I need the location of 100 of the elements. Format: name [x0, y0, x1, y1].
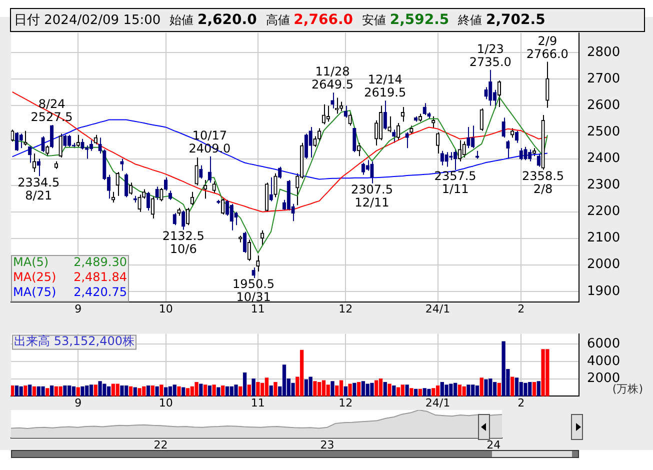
annotation: 2/8	[533, 182, 553, 196]
x-tick-label: 24	[486, 438, 501, 452]
x-tick-label: 24/1	[425, 396, 450, 410]
x-tick-label: 12	[338, 396, 353, 410]
candlestick	[432, 116, 436, 129]
bar	[150, 385, 154, 396]
candlestick	[497, 80, 502, 108]
candlestick	[221, 198, 225, 215]
bar	[182, 387, 186, 396]
bar	[177, 386, 181, 396]
bar	[186, 388, 190, 396]
bar	[274, 382, 278, 396]
candlestick	[80, 138, 84, 150]
candlestick	[348, 112, 352, 126]
annotation: 10/17	[192, 128, 227, 143]
bar	[497, 382, 502, 396]
bar	[264, 378, 269, 396]
candlestick	[330, 92, 334, 109]
bar	[247, 384, 251, 396]
bar	[304, 379, 308, 396]
annotation: 1/11	[442, 182, 469, 196]
bar	[146, 385, 150, 396]
candlestick	[19, 133, 23, 149]
annotation: 2766.0	[526, 46, 568, 61]
candlestick	[396, 122, 400, 141]
y-tick-label: 6000	[587, 336, 620, 352]
bar	[484, 379, 488, 396]
y-tick-label: 1900	[587, 284, 620, 299]
bar	[32, 386, 36, 396]
bar	[50, 385, 54, 396]
bar	[94, 384, 98, 396]
bar	[225, 386, 230, 396]
bar	[238, 386, 242, 396]
bar	[203, 384, 208, 396]
bar	[234, 384, 238, 396]
annotation: 2132.5	[162, 228, 204, 243]
candlestick	[422, 102, 426, 116]
bar	[388, 384, 392, 396]
y-tick-label: 2500	[587, 124, 620, 140]
bar	[361, 381, 366, 396]
candlestick	[58, 133, 62, 158]
candlestick	[138, 194, 142, 212]
y-tick-label: 2700	[587, 72, 620, 87]
bar	[392, 385, 396, 396]
candlestick	[85, 145, 89, 160]
bar	[524, 382, 528, 396]
annotation: 2649.5	[312, 78, 354, 92]
candlestick	[168, 190, 172, 200]
bar	[514, 378, 519, 396]
bar	[24, 385, 28, 396]
candlestick	[278, 166, 282, 180]
bar	[326, 384, 330, 396]
candlestick	[308, 126, 312, 158]
candlestick	[466, 126, 470, 149]
x-tick-label: 10	[158, 396, 173, 410]
x-tick-label: 24/1	[425, 302, 450, 316]
bar	[106, 386, 111, 396]
x-tick-label: 10	[158, 302, 173, 316]
bar	[396, 387, 400, 396]
y-tick-label: 4000	[587, 354, 620, 369]
y-tick-label: 2200	[587, 204, 620, 220]
bar	[111, 384, 116, 396]
candlestick	[256, 255, 260, 272]
candlestick	[480, 108, 484, 132]
x-tick-label: 9	[74, 396, 82, 410]
candlestick	[41, 136, 45, 153]
candlestick	[212, 180, 216, 194]
bar	[510, 376, 514, 396]
candlestick	[274, 172, 278, 198]
candlestick	[14, 132, 19, 152]
x-tick-label: 2	[518, 396, 525, 410]
candlestick	[440, 150, 444, 166]
bar	[269, 385, 273, 396]
bar	[405, 384, 409, 396]
bar	[432, 388, 436, 396]
bar	[212, 384, 216, 396]
candlestick	[488, 69, 492, 106]
bar	[128, 386, 133, 396]
annotation: 11/28	[315, 64, 350, 79]
candlestick	[356, 142, 361, 157]
bar	[308, 376, 312, 396]
annotation: 2619.5	[364, 86, 406, 100]
candlestick	[155, 186, 159, 200]
candlestick	[32, 152, 36, 173]
y-tick-label: 2400	[587, 151, 620, 166]
candlestick	[76, 134, 80, 148]
annotation: 10/31	[236, 290, 271, 304]
candlestick	[322, 104, 326, 125]
bar	[356, 382, 361, 396]
annotation: 2/9	[538, 34, 558, 48]
x-tick-label: 12	[338, 302, 353, 316]
candlestick	[326, 105, 330, 122]
x-tick-label: 22	[154, 438, 168, 452]
bar	[216, 387, 220, 396]
annotation: 10/6	[170, 242, 197, 256]
x-tick-label: 9	[74, 302, 82, 316]
bar	[11, 385, 14, 396]
candlestick	[260, 230, 264, 246]
bar	[466, 384, 470, 396]
candlestick	[164, 176, 168, 192]
